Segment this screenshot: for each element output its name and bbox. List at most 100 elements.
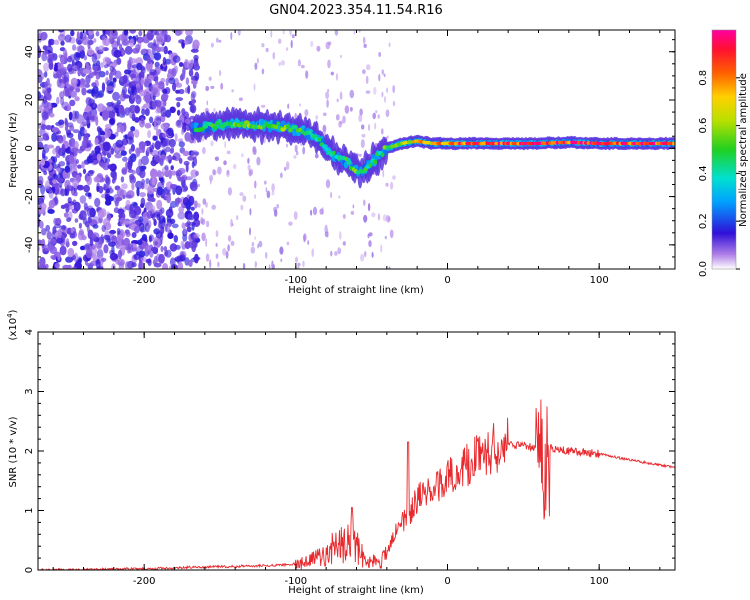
noise-blob [116, 111, 120, 117]
noise-blob [98, 185, 104, 194]
faint-blob [265, 187, 268, 193]
faint-blob [201, 232, 206, 242]
noise-blob [64, 34, 72, 43]
noise-blob [136, 239, 143, 246]
noise-blob [151, 150, 160, 157]
noise-blob [153, 219, 157, 226]
noise-blob [120, 176, 125, 183]
noise-blob [158, 157, 164, 165]
colorbar-tick-label: 0.8 [698, 70, 709, 86]
noise-blob [101, 82, 106, 93]
faint-blob [210, 85, 215, 89]
noise-blob [175, 82, 183, 88]
faint-blob [268, 264, 271, 269]
noise-blob [86, 207, 94, 217]
noise-blob [70, 227, 74, 234]
noise-blob [177, 261, 184, 269]
y-tick-label: 40 [24, 45, 35, 58]
noise-blob [52, 179, 57, 185]
noise-blob [184, 118, 191, 125]
noise-blob [177, 167, 186, 175]
noise-blob [188, 69, 194, 77]
noise-blob [104, 123, 112, 129]
noise-blob [124, 69, 131, 75]
noise-blob [180, 240, 185, 248]
noise-blob [115, 139, 124, 148]
faint-blob [337, 247, 342, 255]
faint-blob [263, 180, 267, 185]
noise-blob [154, 99, 162, 108]
noise-blob [174, 133, 178, 142]
faint-blob [335, 114, 340, 121]
colorbar-tick-label: 0.6 [698, 118, 709, 134]
snr-multiplier-base: (x10 [8, 318, 19, 341]
noise-blob [54, 223, 61, 229]
noise-blob [79, 126, 86, 137]
spectrogram-y-label: Frequency (Hz) [8, 112, 19, 188]
figure-title: GN04.2023.354.11.54.R16 [269, 3, 443, 18]
noise-blob [109, 117, 115, 125]
noise-blob [130, 144, 135, 152]
faint-blob [202, 146, 206, 155]
noise-blob [94, 137, 99, 146]
noise-blob [169, 243, 178, 252]
noise-blob [103, 234, 111, 240]
noise-blob [94, 197, 101, 208]
noise-blob [118, 105, 125, 115]
noise-blob [138, 141, 146, 150]
faint-blob [237, 30, 241, 36]
faint-blob [254, 62, 258, 70]
noise-blob [42, 45, 48, 51]
ridge-core [317, 137, 322, 142]
noise-blob [178, 88, 185, 95]
noise-blob [83, 129, 88, 135]
faint-blob [294, 256, 299, 263]
noise-blob [104, 193, 111, 202]
noise-blob [78, 229, 84, 236]
faint-blob [200, 218, 206, 225]
noise-blob [147, 32, 154, 41]
noise-blob [149, 116, 154, 124]
faint-blob [230, 240, 235, 246]
noise-blob [144, 122, 152, 129]
noise-blob [77, 148, 83, 154]
faint-blob [324, 224, 328, 234]
faint-blob [213, 108, 216, 112]
noise-blob [141, 108, 146, 116]
faint-blob [254, 236, 257, 240]
noise-blob [85, 105, 92, 112]
noise-blob [164, 165, 169, 171]
noise-blob [178, 206, 185, 214]
faint-blob [240, 153, 244, 158]
noise-blob [171, 223, 179, 229]
noise-blob [181, 42, 185, 47]
faint-blob [338, 121, 342, 128]
noise-blob [154, 140, 161, 150]
noise-blob [177, 176, 185, 182]
ridge-core [296, 128, 300, 133]
noise-blob [105, 188, 111, 194]
noise-blob [78, 222, 82, 229]
noise-blob [165, 78, 169, 86]
noise-blob [79, 210, 87, 221]
noise-blob [40, 194, 46, 201]
faint-blob [290, 39, 293, 49]
noise-blob [63, 76, 67, 84]
noise-blob [192, 39, 200, 49]
faint-blob [350, 106, 353, 112]
y-tick-label: 4 [24, 329, 35, 335]
noise-blob [38, 261, 45, 269]
noise-blob [63, 203, 70, 209]
noise-blob [189, 105, 195, 113]
noise-blob [45, 180, 51, 190]
noise-blob [161, 93, 169, 99]
noise-blob [103, 244, 109, 254]
faint-blob [363, 199, 366, 206]
noise-blob [146, 210, 153, 219]
noise-blob [181, 128, 185, 135]
noise-blob [52, 148, 57, 155]
noise-blob [156, 199, 163, 210]
noise-blob [70, 30, 75, 37]
noise-blob [157, 81, 165, 90]
noise-blob [139, 192, 147, 198]
